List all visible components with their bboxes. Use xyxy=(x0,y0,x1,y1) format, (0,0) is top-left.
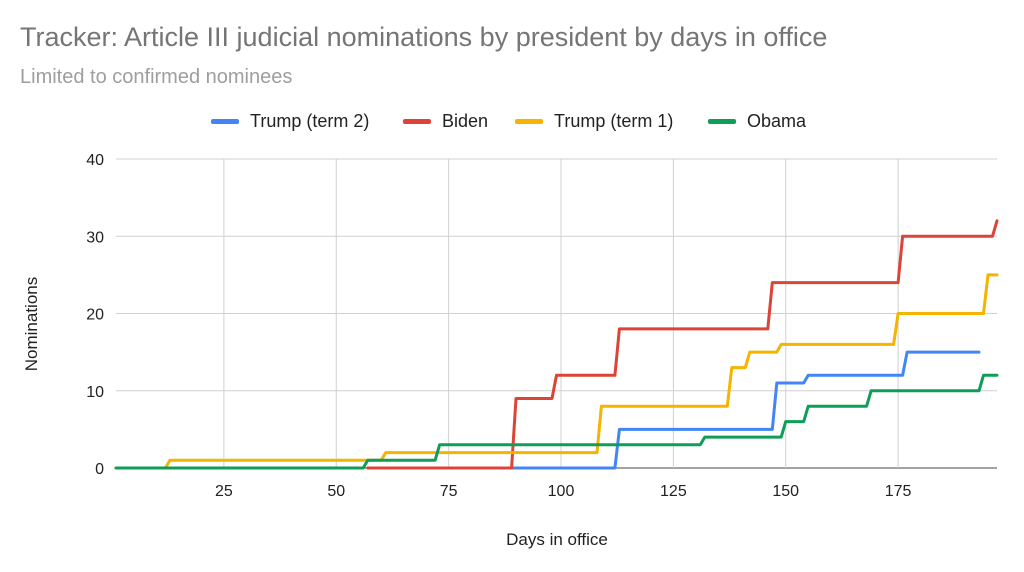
legend-label: Trump (term 1) xyxy=(554,110,674,131)
series-line-biden xyxy=(366,219,999,470)
legend-item-biden[interactable]: Biden xyxy=(403,108,488,134)
series-line-obama xyxy=(114,373,999,470)
chart-title: Tracker: Article III judicial nomination… xyxy=(20,22,828,52)
y-tick-label: 10 xyxy=(86,384,104,401)
chart-subtitle: Limited to confirmed nominees xyxy=(20,66,293,88)
x-tick-label: 25 xyxy=(215,483,233,500)
x-tick-label: 150 xyxy=(772,483,799,500)
x-axis-label: Days in office xyxy=(506,530,608,549)
legend-item-trump-term-2[interactable]: Trump (term 2) xyxy=(211,108,369,134)
x-tick-label: 100 xyxy=(548,483,575,500)
y-tick-label: 0 xyxy=(95,461,104,478)
legend-label: Biden xyxy=(442,110,489,131)
y-tick-label: 30 xyxy=(86,229,104,246)
legend-swatch xyxy=(403,118,431,124)
legend-item-trump-term-1[interactable]: Trump (term 1) xyxy=(515,108,673,134)
legend-label: Trump (term 2) xyxy=(250,110,370,131)
x-tick-label: 50 xyxy=(327,483,345,500)
y-tick-label: 20 xyxy=(86,307,104,324)
x-tick-label: 175 xyxy=(885,483,912,500)
chart-legend: Trump (term 2) Biden Trump (term 1) Obam… xyxy=(0,108,1024,134)
legend-item-obama[interactable]: Obama xyxy=(708,108,806,134)
x-tick-label: 125 xyxy=(660,483,687,500)
y-tick-label: 40 xyxy=(86,152,104,169)
legend-label: Obama xyxy=(747,110,807,131)
legend-swatch xyxy=(211,118,239,124)
legend-swatch xyxy=(708,118,736,124)
series-line-trump-term-1 xyxy=(114,273,999,470)
legend-swatch xyxy=(515,118,543,124)
series-line-trump-term-2 xyxy=(510,350,981,470)
x-tick-label: 75 xyxy=(440,483,458,500)
